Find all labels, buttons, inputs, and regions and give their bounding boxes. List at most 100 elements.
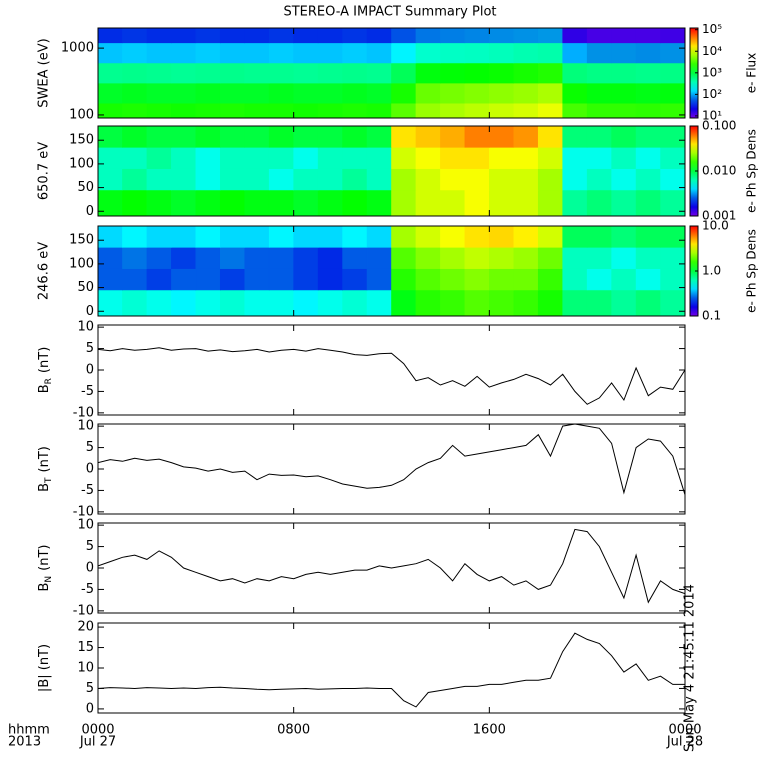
x-tick-label: 0000 <box>81 723 114 738</box>
spectrogram-cell <box>293 289 319 316</box>
spectrogram-cell <box>391 168 417 191</box>
spectrogram-cell <box>195 189 221 216</box>
spectrogram-cell <box>293 42 319 64</box>
spectrogram-cell <box>317 42 343 64</box>
y-tick-label: -10 <box>73 405 94 420</box>
y-tick-label: 0 <box>86 304 94 319</box>
spectrogram-cell <box>98 289 123 316</box>
spectrogram-cell <box>537 226 564 248</box>
spectrogram-cell <box>219 226 246 248</box>
spectrogram-cell <box>635 28 661 44</box>
spectrogram-cell <box>366 102 392 118</box>
y-axis-label: 650.7 eV <box>37 142 52 200</box>
panel <box>98 632 685 708</box>
spectrogram-cell <box>317 289 343 316</box>
spectrogram-cell <box>244 28 270 44</box>
spectrogram-cell <box>489 102 515 118</box>
spectrogram-cell <box>660 226 685 248</box>
spectrogram-cell <box>219 102 246 118</box>
spectrogram-cell <box>391 147 417 169</box>
spectrogram-cell <box>489 28 515 44</box>
spectrogram-cell <box>537 82 564 104</box>
spectrogram-cell <box>660 289 685 316</box>
spectrogram-cell <box>219 147 246 169</box>
spectrogram-cell <box>489 168 515 191</box>
spectrogram-cell <box>513 247 539 269</box>
spectrogram-cell <box>440 268 466 291</box>
spectrogram-cell <box>415 268 441 291</box>
colorbar-tick-label: 0.001 <box>702 209 736 223</box>
spectrogram-cell <box>268 28 294 44</box>
spectrogram-cell <box>611 268 637 291</box>
spectrogram-cell <box>342 226 368 248</box>
spectrogram-cell <box>342 268 368 291</box>
y-tick-label: 50 <box>77 280 94 295</box>
field-line <box>98 424 685 495</box>
spectrogram-cell <box>268 102 294 118</box>
y-axis-label: BR (nT) <box>37 347 54 394</box>
spectrogram-cell <box>562 102 588 118</box>
spectrogram-cell <box>635 147 661 169</box>
spectrogram-cell <box>489 62 515 84</box>
spectrogram-cell <box>537 62 564 84</box>
spectrogram-cell <box>317 147 343 169</box>
spectrogram-cell <box>366 268 392 291</box>
spectrogram-cell <box>122 62 148 84</box>
spectrogram-cell <box>611 126 637 148</box>
spectrogram-cell <box>660 102 685 118</box>
spectrogram-cell <box>122 126 148 148</box>
spectrogram-cell <box>586 82 612 104</box>
spectrogram-cell <box>195 82 221 104</box>
spectrogram-cell <box>171 289 197 316</box>
spectrogram-cell <box>171 147 197 169</box>
panel-frame <box>97 125 686 217</box>
spectrogram-cell <box>122 168 148 191</box>
colorbar-tick-label: 0.1 <box>702 309 721 323</box>
spectrogram-cell <box>415 226 441 248</box>
spectrogram-cell <box>537 42 564 64</box>
spectrogram-cell <box>562 289 588 316</box>
spectrogram-cell <box>366 82 392 104</box>
spectrogram-cell <box>660 62 685 84</box>
spectrogram-cell <box>440 168 466 191</box>
spectrogram-cell <box>415 126 441 148</box>
spectrogram-cell <box>440 126 466 148</box>
colorbar-tick-label: 10² <box>702 87 722 101</box>
y-tick-label: 10 <box>77 661 94 676</box>
spectrogram-cell <box>317 268 343 291</box>
y-tick-label: 50 <box>77 180 94 195</box>
spectrogram-cell <box>415 62 441 84</box>
spectrogram-cell <box>366 126 392 148</box>
spectrogram-cell <box>415 168 441 191</box>
spectrogram-cell <box>342 42 368 64</box>
spectrogram-cell <box>171 82 197 104</box>
spectrogram-cell <box>635 268 661 291</box>
spectrogram-cell <box>122 42 148 64</box>
colorbar-tick-label: 10³ <box>702 65 722 79</box>
spectrogram-cell <box>489 289 515 316</box>
field-line <box>98 632 685 708</box>
spectrogram-cell <box>562 126 588 148</box>
colorbar-tick-label: 10⁵ <box>702 22 722 36</box>
spectrogram-cell <box>342 168 368 191</box>
spectrogram-cell <box>391 289 417 316</box>
spectrogram-cell <box>98 168 123 191</box>
spectrogram-cell <box>391 268 417 291</box>
spectrogram-cell <box>244 268 270 291</box>
y-tick-label: -10 <box>73 603 94 618</box>
spectrogram-cell <box>219 289 246 316</box>
spectrogram-cell <box>513 147 539 169</box>
spectrogram-cell <box>391 82 417 104</box>
spectrogram-cell <box>244 147 270 169</box>
spectrogram-cell <box>146 168 172 191</box>
y-tick-label: 100 <box>69 156 94 171</box>
x-date-label: Jul 27 <box>79 735 116 750</box>
spectrogram-cell <box>464 102 490 118</box>
spectrogram-cell <box>440 226 466 248</box>
y-axis-label: BT (nT) <box>37 446 54 492</box>
spectrogram-cell <box>391 247 417 269</box>
spectrogram-cell <box>464 28 490 44</box>
spectrogram-cell <box>366 289 392 316</box>
colorbar-label: e- Flux <box>745 53 759 93</box>
spectrogram-cell <box>146 189 172 216</box>
